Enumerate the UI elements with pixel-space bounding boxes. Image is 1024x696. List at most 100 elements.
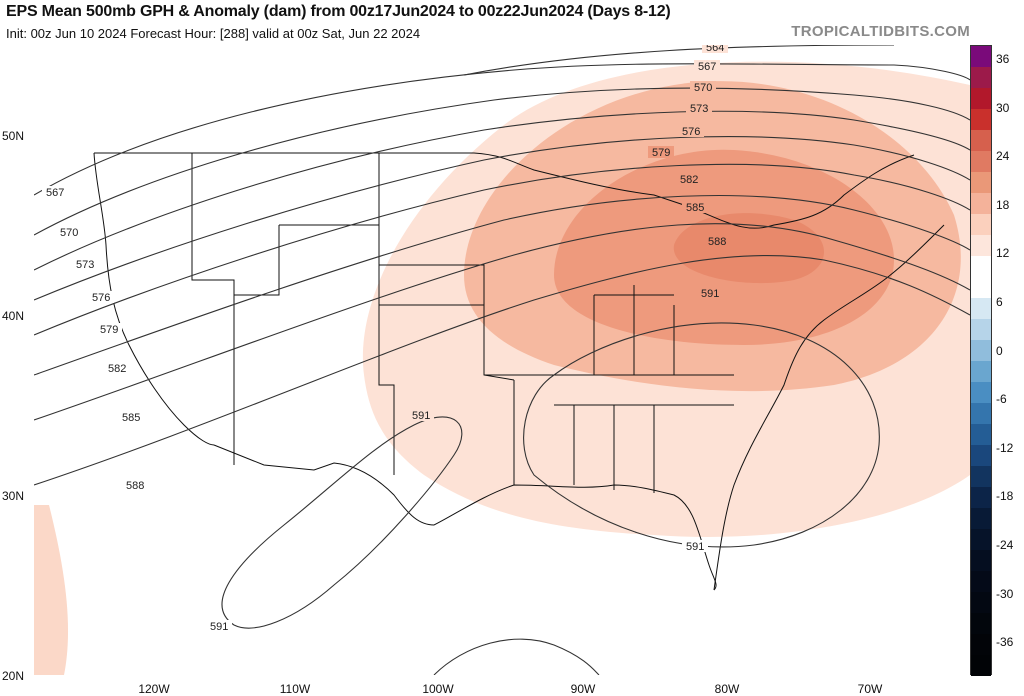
colorbar-segment [971, 403, 991, 424]
contour-label-573-west: 573 [76, 259, 94, 271]
contour-588 [34, 254, 970, 486]
contour-573 [34, 110, 970, 271]
contour-label-579: 579 [652, 147, 670, 159]
height-contours [34, 45, 970, 675]
us-mexico-border [213, 444, 435, 526]
contour-579 [34, 163, 970, 336]
state-line-d [379, 264, 515, 381]
contour-labels: 564 567 570 573 576 579 582 585 588 591 … [42, 45, 730, 633]
contour-label-591-florida: 591 [686, 541, 704, 553]
contour-591-west [221, 416, 463, 629]
contour-label-567: 567 [698, 61, 716, 73]
colorbar-segment [971, 466, 991, 487]
colorbar-segment [971, 193, 991, 214]
east-coast [713, 224, 945, 591]
state-line-c [234, 224, 379, 296]
colorbar-label: 24 [996, 149, 1010, 164]
contour-570 [34, 87, 970, 236]
lon-label-110w: 110W [279, 682, 311, 696]
lat-label-50n: 50N [2, 129, 25, 143]
colorbar-segment [971, 214, 991, 235]
contour-567 [34, 63, 970, 196]
contour-label-591-baja: 591 [210, 621, 228, 633]
lat-label-30n: 30N [2, 489, 25, 503]
lon-label-90w: 90W [570, 682, 596, 696]
lon-label-100w: 100W [422, 682, 454, 696]
colorbar-segment [971, 550, 991, 571]
contour-576 [34, 136, 970, 301]
brand-watermark[interactable]: TROPICALTIDBITS.COM [791, 23, 970, 40]
colorbar-segment [971, 655, 991, 676]
state-line-g [554, 404, 734, 493]
contour-label-582: 582 [680, 174, 698, 186]
colorbar-label: -12 [996, 440, 1014, 455]
us-canada-border [94, 152, 915, 229]
colorbar-segment [971, 340, 991, 361]
contour-label-585: 585 [686, 202, 704, 214]
colorbar-segment [971, 109, 991, 130]
colorbar-label: 30 [996, 100, 1010, 115]
contour-label-570-west: 570 [60, 227, 78, 239]
anomaly-fill-18-24 [673, 213, 824, 284]
colorbar-segment [971, 319, 991, 340]
colorbar-segment [971, 592, 991, 613]
colorbar-segment [971, 298, 991, 319]
lon-label-80w: 80W [714, 682, 740, 696]
colorbar-segment [971, 382, 991, 403]
colorbar-segment [971, 361, 991, 382]
colorbar-label: -36 [996, 635, 1014, 650]
contour-label-576-west: 576 [92, 292, 110, 304]
lon-label-70w: 70W [857, 682, 883, 696]
contour-label-579-west: 579 [100, 324, 118, 336]
colorbar-segment [971, 529, 991, 550]
contour-label-573: 573 [690, 103, 708, 115]
state-line-b [378, 153, 395, 475]
colorbar-segment [971, 67, 991, 88]
map-subtitle: Init: 00z Jun 10 2024 Forecast Hour: [28… [6, 26, 421, 41]
colorbar-label: 6 [996, 295, 1003, 309]
lat-label-20n: 20N [2, 669, 25, 683]
colorbar-segment [971, 277, 991, 298]
anomaly-colorbar [970, 45, 992, 676]
colorbar-segment [971, 445, 991, 466]
colorbar-label: -6 [996, 392, 1007, 407]
lat-label-40n: 40N [2, 309, 25, 323]
colorbar-segment [971, 634, 991, 655]
colorbar-segment [971, 151, 991, 172]
state-line-f [593, 285, 675, 375]
lon-label-120w: 120W [138, 682, 170, 696]
boundaries [93, 152, 945, 591]
anomaly-shading [34, 61, 970, 675]
colorbar-label: -24 [996, 538, 1014, 552]
contour-label-576: 576 [682, 126, 700, 138]
contour-label-588: 588 [708, 236, 726, 248]
contour-591-south [433, 638, 600, 675]
colorbar-segment [971, 130, 991, 151]
colorbar-label: 0 [996, 343, 1003, 358]
colorbar-label: 12 [996, 246, 1010, 261]
contour-label-570: 570 [694, 82, 712, 94]
colorbar-segment [971, 424, 991, 445]
contour-label-582-west: 582 [108, 363, 126, 375]
colorbar-segment [971, 487, 991, 508]
contour-582 [34, 194, 970, 376]
colorbar-segment [971, 172, 991, 193]
contour-label-588-west: 588 [126, 480, 144, 492]
map-canvas: 564 567 570 573 576 579 582 585 588 591 … [34, 45, 970, 675]
colorbar-segment [971, 508, 991, 529]
contour-label-585-west: 585 [122, 412, 140, 424]
contour-564 [463, 45, 895, 76]
colorbar-segment [971, 88, 991, 109]
us-west-coast [93, 152, 215, 446]
colorbar-label: 36 [996, 52, 1010, 66]
forecast-map: 564 567 570 573 576 579 582 585 588 591 … [34, 45, 970, 675]
contour-label-591-central: 591 [412, 410, 430, 422]
contour-label-567-west: 567 [46, 187, 64, 199]
colorbar-segment [971, 571, 991, 592]
colorbar-segment [971, 46, 991, 67]
contour-585 [34, 223, 970, 421]
state-line-a [191, 153, 235, 465]
colorbar-label: -30 [996, 586, 1014, 601]
colorbar-segment [971, 235, 991, 256]
colorbar-segment [971, 256, 991, 277]
